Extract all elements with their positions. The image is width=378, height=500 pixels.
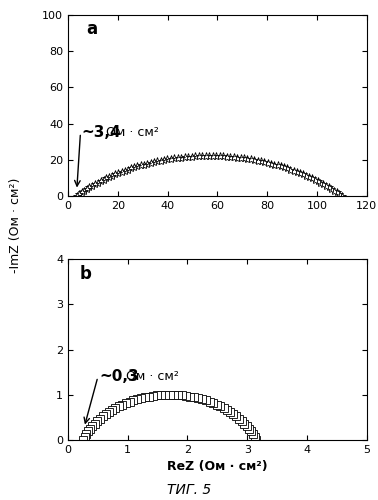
Text: Ом · см²: Ом · см²	[102, 126, 158, 139]
Text: b: b	[80, 264, 92, 282]
X-axis label: ReZ (Ом · см²): ReZ (Ом · см²)	[167, 460, 268, 473]
Text: ~0,3: ~0,3	[99, 369, 139, 384]
Text: a: a	[86, 20, 97, 38]
Text: Ом · см²: Ом · см²	[122, 370, 179, 383]
Text: ΤИГ. 5: ΤИГ. 5	[167, 484, 211, 498]
Text: ~3,4: ~3,4	[81, 125, 121, 140]
Text: -ImZ (Ом · см²): -ImZ (Ом · см²)	[9, 178, 22, 272]
